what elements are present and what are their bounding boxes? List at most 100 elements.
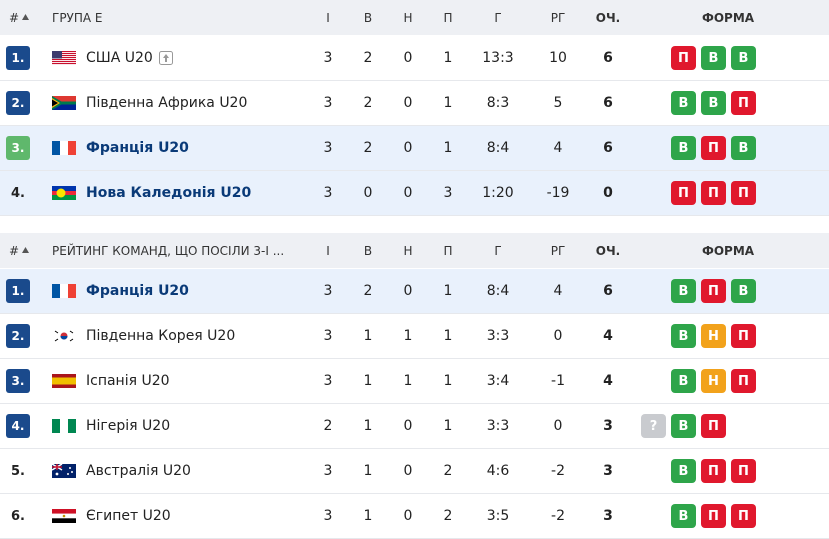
stat: 3 [323,373,333,389]
stat: 3 [323,95,333,111]
column-header: ФОРМА [701,243,755,258]
stat: 2 [363,283,373,299]
team-row[interactable]: 2. Південна Корея U20 3 1 1 1 3:3 0 4 В Н П [0,314,829,359]
stat: 3:3 [486,418,510,434]
team-name[interactable]: Нова Каледонія U20 [86,185,252,201]
team-name[interactable]: Франція U20 [86,140,189,156]
stat: 1 [363,328,373,344]
stat: 3 [323,283,333,299]
form-result[interactable]: В [701,46,726,70]
team-row[interactable]: 5. Австралія U20 3 1 0 2 4:6 -2 3 В П П [0,449,829,494]
rank-badge: 2. [6,324,30,348]
form-result[interactable]: В [671,414,696,438]
stat: 1 [443,95,453,111]
team-name[interactable]: Австралія U20 [86,463,191,479]
form-result[interactable]: В [671,369,696,393]
form-result[interactable]: В [671,324,696,348]
points: 6 [603,50,613,66]
flag [52,51,76,65]
points: 3 [603,418,613,434]
team-row[interactable]: 3. Іспанія U20 3 1 1 1 3:4 -1 4 В Н П [0,359,829,404]
stat: 3:5 [486,508,510,524]
team-name[interactable]: Іспанія U20 [86,373,170,389]
rank-change-icon [158,51,173,65]
column-header: І [326,10,330,25]
form-result[interactable]: П [731,369,756,393]
stat: 1 [443,373,453,389]
rank-badge: 4. [6,414,30,438]
flag [52,464,76,478]
team-name[interactable]: Південна Африка U20 [86,95,248,111]
team-row[interactable]: 1. США U20 3 2 0 1 13:3 10 6 П В В [0,36,829,81]
flag [52,284,76,298]
stat: 3 [443,185,453,201]
stat: 2 [443,508,453,524]
rank: 6. [11,508,25,524]
stat: 4:6 [486,463,510,479]
stat: 3:3 [486,328,510,344]
form-result[interactable]: В [731,46,756,70]
form-result[interactable]: П [701,459,726,483]
team-name[interactable]: Франція U20 [86,283,189,299]
form-result[interactable]: П [731,324,756,348]
form-result[interactable]: В [731,279,756,303]
form-result[interactable]: В [731,136,756,160]
team-row[interactable]: 2. Південна Африка U20 3 2 0 1 8:3 5 6 В В П [0,81,829,126]
sort-icon[interactable] [22,14,29,20]
column-header: ФОРМА [701,10,755,25]
sort-icon[interactable] [22,247,29,253]
form-result[interactable]: Н [701,369,726,393]
team-name[interactable]: Єгипет U20 [86,508,171,524]
form-result[interactable]: В [671,459,696,483]
column-header: В [363,10,373,25]
form-result[interactable]: В [671,91,696,115]
form-result[interactable]: В [671,136,696,160]
team-name[interactable]: США U20 [86,36,173,80]
form-result[interactable]: П [731,459,756,483]
team-row[interactable]: 4. Нова Каледонія U20 3 0 0 3 1:20 -19 0 П П П [0,171,829,216]
form-result[interactable]: П [731,91,756,115]
form-result[interactable]: П [701,414,726,438]
points: 4 [603,373,613,389]
form-result[interactable]: В [671,279,696,303]
rank-badge: 3. [6,136,30,160]
form-result[interactable]: П [671,46,696,70]
team-row[interactable]: 4. Нігерія U20 2 1 0 1 3:3 0 3? В П [0,404,829,449]
stat: 3 [323,50,333,66]
stat: 0 [403,283,413,299]
stat: 1 [363,418,373,434]
team-row[interactable]: 6. Єгипет U20 3 1 0 2 3:5 -2 3 В П П [0,494,829,539]
stat: 3 [323,463,333,479]
team-row[interactable]: 3. Франція U20 3 2 0 1 8:4 4 6 В П В [0,126,829,171]
form-result[interactable]: П [671,181,696,205]
stat: -19 [546,185,570,201]
stat: 0 [363,185,373,201]
stat: 1 [443,140,453,156]
form-result[interactable]: П [701,136,726,160]
form-result[interactable]: П [731,504,756,528]
rank-badge: 1. [6,279,30,303]
form-result[interactable]: В [671,504,696,528]
rank-badge: 2. [6,91,30,115]
stat: 2 [363,95,373,111]
column-header: Н [403,10,413,25]
stat: 8:4 [486,140,510,156]
team-name[interactable]: Нігерія U20 [86,418,171,434]
form-result[interactable]: Н [701,324,726,348]
form-result[interactable]: П [701,504,726,528]
points: 4 [603,328,613,344]
team-name[interactable]: Південна Корея U20 [86,328,236,344]
form-result[interactable]: В [701,91,726,115]
table-title: ГРУПА E [52,10,103,25]
team-row[interactable]: 1. Франція U20 3 2 0 1 8:4 4 6 В П В [0,269,829,314]
form-result[interactable]: П [701,181,726,205]
stat: 0 [403,140,413,156]
form-result[interactable]: ? [641,414,666,438]
form-result[interactable]: П [701,279,726,303]
stat: 3 [323,185,333,201]
stat: 1 [443,418,453,434]
stat: -1 [551,373,565,389]
flag [52,186,76,200]
column-header: Г [494,243,502,258]
form-result[interactable]: П [731,181,756,205]
